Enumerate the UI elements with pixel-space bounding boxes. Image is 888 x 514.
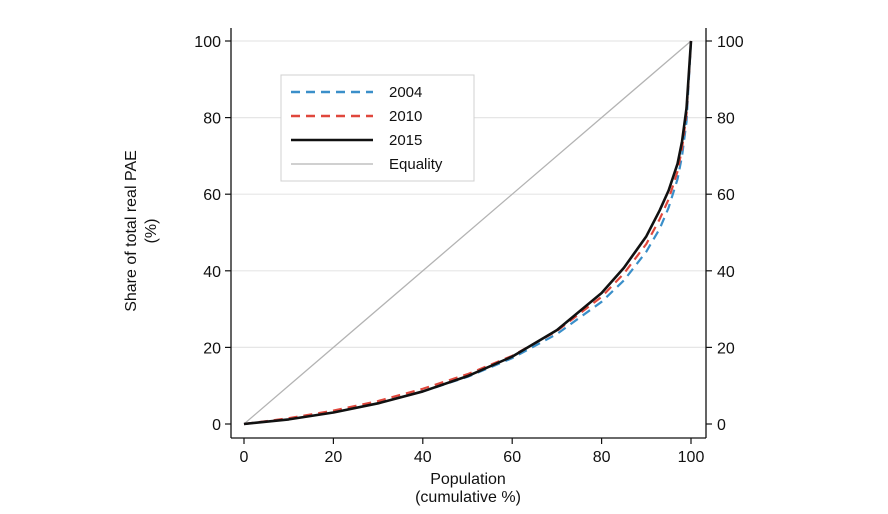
y-axis-title-line-2: (%): [143, 219, 160, 244]
y-tick-label-left: 60: [203, 187, 221, 204]
x-tick-label: 0: [240, 449, 249, 466]
y-tick-label-right: 20: [717, 340, 735, 357]
y-tick-label-left: 20: [203, 340, 221, 357]
y-tick-label-left: 100: [194, 34, 221, 51]
series-line-2015: [243, 40, 693, 426]
legend: 2004 2010 2015 Equality: [280, 74, 475, 182]
series-layer: [243, 40, 693, 426]
series-line-2010: [243, 40, 693, 426]
x-axis-title-line-2: (cumulative %): [415, 489, 521, 506]
x-tick-label: 40: [414, 449, 432, 466]
y-tick-label-right: 40: [717, 264, 735, 281]
y-tick-label-left: 80: [203, 111, 221, 128]
legend-label-2010: 2010: [389, 108, 422, 125]
series-line-equality: [243, 40, 692, 425]
legend-label-equality: Equality: [389, 156, 443, 173]
legend-label-2004: 2004: [389, 84, 422, 101]
legend-label-2015: 2015: [389, 132, 422, 149]
y-tick-label-right: 80: [717, 111, 735, 128]
y-tick-label-right: 60: [717, 187, 735, 204]
y-tick-label-left: 0: [212, 417, 221, 434]
axes-layer: 0 0 20 20 40 40 60 60 80 80 100 100 0 20 40 60 80 100: [194, 28, 744, 466]
x-axis-title-line-1: Population: [430, 471, 506, 488]
x-tick-label: 20: [325, 449, 343, 466]
y-tick-label-left: 40: [203, 264, 221, 281]
y-tick-label-right: 0: [717, 417, 726, 434]
x-tick-label: 60: [503, 449, 521, 466]
x-tick-label: 100: [678, 449, 705, 466]
y-axis-title-line-1: Share of total real PAE: [123, 150, 140, 312]
y-tick-label-right: 100: [717, 34, 744, 51]
x-tick-label: 80: [593, 449, 611, 466]
